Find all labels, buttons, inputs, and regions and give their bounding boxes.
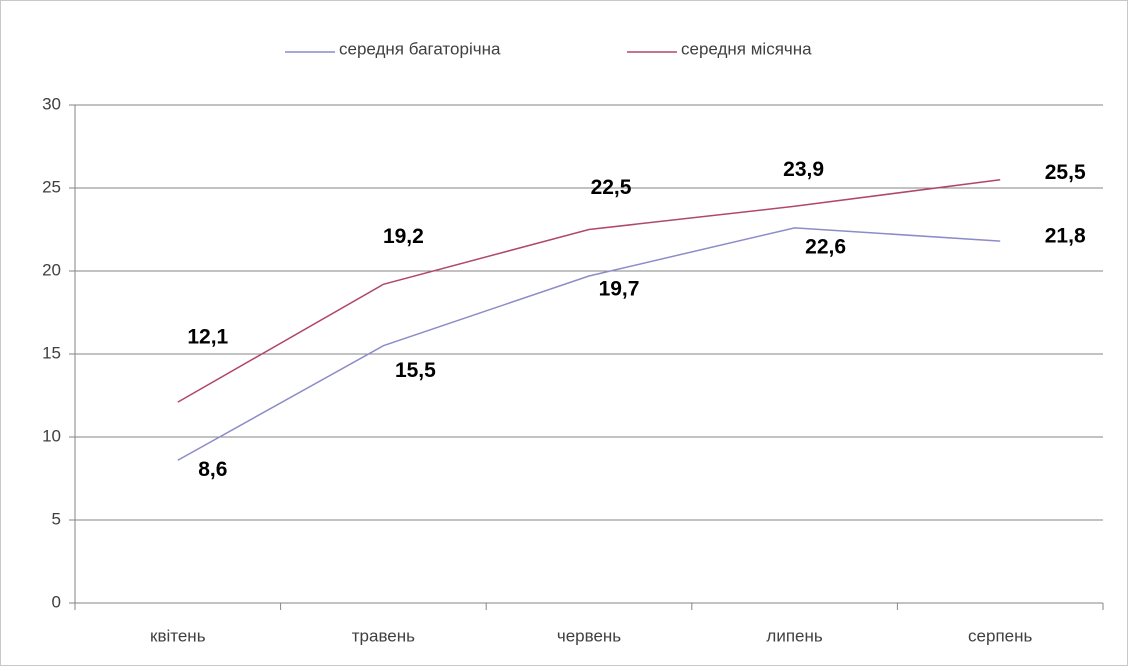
data-label: 23,9 [783, 158, 824, 181]
data-label: 21,8 [1045, 225, 1086, 248]
data-label: 25,5 [1045, 161, 1086, 184]
data-label: 15,5 [395, 359, 436, 382]
data-label: 22,6 [805, 235, 846, 258]
series-line [177, 227, 1001, 461]
x-tick-label: серпень [968, 626, 1032, 645]
y-tick-label: 5 [52, 509, 61, 528]
data-label: 19,2 [383, 225, 424, 248]
x-tick-label: квітень [150, 626, 206, 645]
legend-label: середня місячна [681, 39, 812, 58]
y-tick-label: 0 [52, 592, 61, 611]
y-tick-label: 30 [42, 94, 61, 113]
y-tick-label: 20 [42, 260, 61, 279]
data-label: 12,1 [187, 326, 228, 349]
series-line [177, 178, 1001, 403]
data-label: 19,7 [599, 278, 640, 301]
x-tick-label: травень [352, 626, 415, 645]
y-tick-label: 10 [42, 426, 61, 445]
y-tick-label: 15 [42, 343, 61, 362]
x-tick-label: червень [557, 626, 621, 645]
x-tick-label: липень [766, 626, 822, 645]
data-label: 8,6 [198, 458, 227, 481]
y-tick-label: 25 [42, 177, 61, 196]
legend-label: середня багаторічна [339, 39, 501, 58]
data-label: 22,5 [591, 176, 632, 199]
